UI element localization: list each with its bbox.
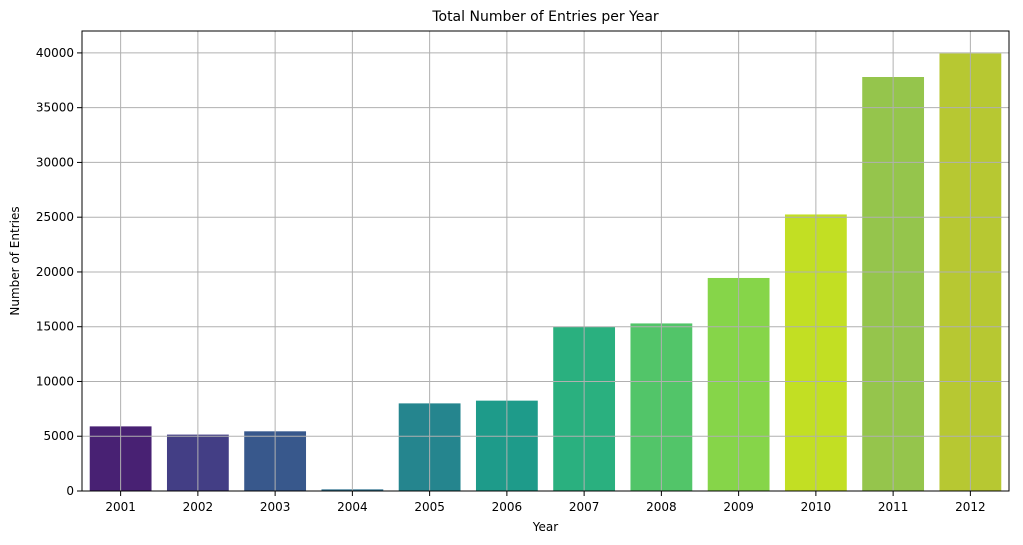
y-tick-label: 20000 xyxy=(36,265,74,279)
x-tick-label: 2005 xyxy=(414,500,445,514)
x-tick-label: 2004 xyxy=(337,500,368,514)
x-tick-label: 2011 xyxy=(878,500,909,514)
y-tick-label: 5000 xyxy=(43,429,74,443)
x-axis-label: Year xyxy=(532,520,558,534)
y-tick-label: 40000 xyxy=(36,46,74,60)
x-axis: 2001 2002 2003 2004 2005 2006 2007 2008 2009 2010… xyxy=(105,491,986,514)
x-tick-label: 2002 xyxy=(183,500,214,514)
y-tick-label: 10000 xyxy=(36,374,74,388)
x-tick-label: 2003 xyxy=(260,500,291,514)
x-tick-label: 2009 xyxy=(723,500,754,514)
plot-frame xyxy=(81,30,1010,492)
x-gridlines xyxy=(120,31,971,491)
y-tick-label: 25000 xyxy=(36,210,74,224)
x-tick-label: 2006 xyxy=(492,500,523,514)
y-tick-label: 30000 xyxy=(36,155,74,169)
x-tick-label: 2007 xyxy=(569,500,600,514)
y-tick-label: 0 xyxy=(66,484,74,498)
y-axis-label: Number of Entries xyxy=(8,206,22,315)
chart-title: Total Number of Entries per Year xyxy=(431,9,659,25)
x-tick-label: 2010 xyxy=(801,500,832,514)
x-tick-label: 2012 xyxy=(955,500,986,514)
y-axis: 0 5000 10000 15000 20000 25000 30000 35000 40000 xyxy=(36,46,82,498)
x-tick-label: 2008 xyxy=(646,500,677,514)
x-tick-label: 2001 xyxy=(105,500,136,514)
y-tick-label: 15000 xyxy=(36,320,74,334)
y-tick-label: 35000 xyxy=(36,101,74,115)
